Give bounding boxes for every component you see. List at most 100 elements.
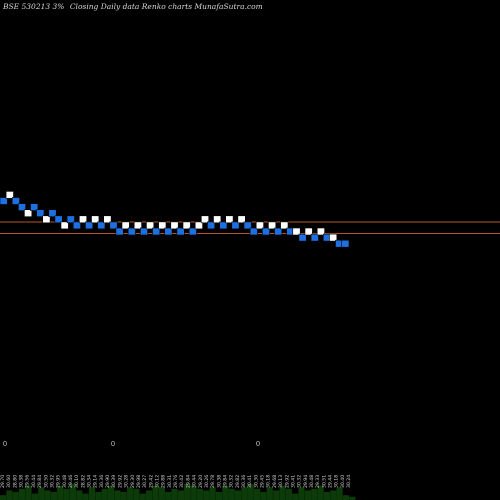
x-tick-label: 30.44 [31,475,37,488]
x-tick-label: 29.44 [328,475,334,488]
volume-bar [203,490,210,500]
x-tick-label: 29.84 [185,475,191,488]
renko-brick-down [127,227,136,236]
renko-brick-down [115,227,124,236]
volume-bar [298,487,305,500]
x-tick-label: 29.84 [37,475,43,488]
x-tick-label: 29.76 [173,475,179,488]
x-tick-label: 30.41 [247,475,253,488]
renko-brick-down [164,227,173,236]
volume-bar [215,492,223,500]
renko-brick-up [79,215,88,224]
renko-brick-up [24,209,33,217]
x-tick-label: 29.45 [260,475,266,488]
x-tick-label: 30.38 [216,475,222,488]
x-tick-label: 30.36 [241,475,247,488]
x-tick-label: 28.80 [12,475,18,488]
renko-brick-down [36,209,45,217]
x-tick-label: 30.28 [124,475,130,488]
volume-bar [82,493,89,500]
renko-brick-down [219,221,228,230]
renko-brick-down [261,227,270,236]
volume-bar [317,485,324,500]
volume-bar [171,488,178,500]
x-tick-label: 29.78 [210,475,216,488]
x-tick-label: 29.14 [93,475,99,488]
renko-brick-down [243,221,252,230]
x-tick-label: 30.32 [49,475,55,488]
volume-markers: 0 0 0 [3,440,260,448]
renko-brick-up [225,215,234,224]
volume-bar [304,490,311,500]
volume-bar [38,487,45,500]
x-tick-label: 30.41 [290,475,296,488]
volume-bar [349,496,356,500]
x-tick-label: 30.13 [278,475,284,488]
x-tick-label: 29.33 [315,475,321,488]
renko-brick-up [213,215,222,224]
x-tick-label: 29.98 [136,475,142,488]
renko-brick-down [188,227,197,236]
renko-brick-up [121,221,130,230]
x-tick-label: 30.39 [111,475,117,488]
volume-bar [95,492,102,500]
volume-bar [152,485,159,500]
x-tick-label: 29.70 [0,475,6,488]
x-tick-label: 30.42 [179,475,185,488]
volume-bar [127,487,134,500]
renko-brick-down [341,239,350,248]
volume-bar [133,488,140,500]
volume-bar [146,490,153,500]
volume-bar [323,492,330,500]
volume-bar [190,485,197,500]
volume-bar [311,488,318,500]
x-tick-label: 30.12 [155,475,161,488]
renko-brick-down [48,209,57,217]
volume-bar [69,484,76,500]
renko-brick-up [5,191,14,199]
renko-brick-up [158,221,167,230]
volume-bar [292,493,299,500]
volume-bar [241,487,248,500]
volume-bar [279,485,286,500]
x-tick-label: 30.18 [266,475,272,488]
volume-bar [120,492,127,500]
renko-brick-up [237,215,246,224]
volume-bar [247,484,254,500]
volume-bar [342,495,350,500]
renko-brick-down [72,221,81,230]
x-tick-label: 28.82 [80,475,86,488]
volume-bar [273,490,280,500]
x-tick-label: 29.92 [284,475,290,488]
renko-brick-up [182,221,191,230]
x-tick-label: 29.94 [303,475,309,488]
renko-brick-down [0,197,8,205]
renko-brick-down [17,203,26,211]
renko-brick-up [304,227,313,236]
x-tick-label: 30.10 [74,475,80,488]
volume-bar [76,490,83,500]
x-tick-label: 29.68 [272,475,278,488]
renko-brick-down [85,221,94,230]
volume-bar [50,492,57,500]
volume-bar [63,488,70,500]
x-tick-label: 29.42 [148,475,154,488]
volume-bar [101,488,108,500]
renko-brick-up [42,215,51,224]
volume-bar [57,485,64,500]
renko-brick-up [316,227,325,236]
x-tick-label: 30.38 [19,475,25,488]
x-tick-label: 30.34 [87,475,93,488]
volume-bar [266,487,273,500]
renko-brick-down [109,221,118,230]
renko-brick-up [133,221,142,230]
volume-bar [107,485,115,500]
x-tick-label: 29.90 [105,475,111,488]
x-tick-label: 30.24 [346,475,352,488]
renko-brick-down [30,203,39,211]
renko-brick-down [231,221,240,230]
renko-brick-up [201,215,210,224]
renko-brick-up [91,215,100,224]
x-tick-label: 30.60 [6,475,12,488]
renko-brick-up [170,221,179,230]
